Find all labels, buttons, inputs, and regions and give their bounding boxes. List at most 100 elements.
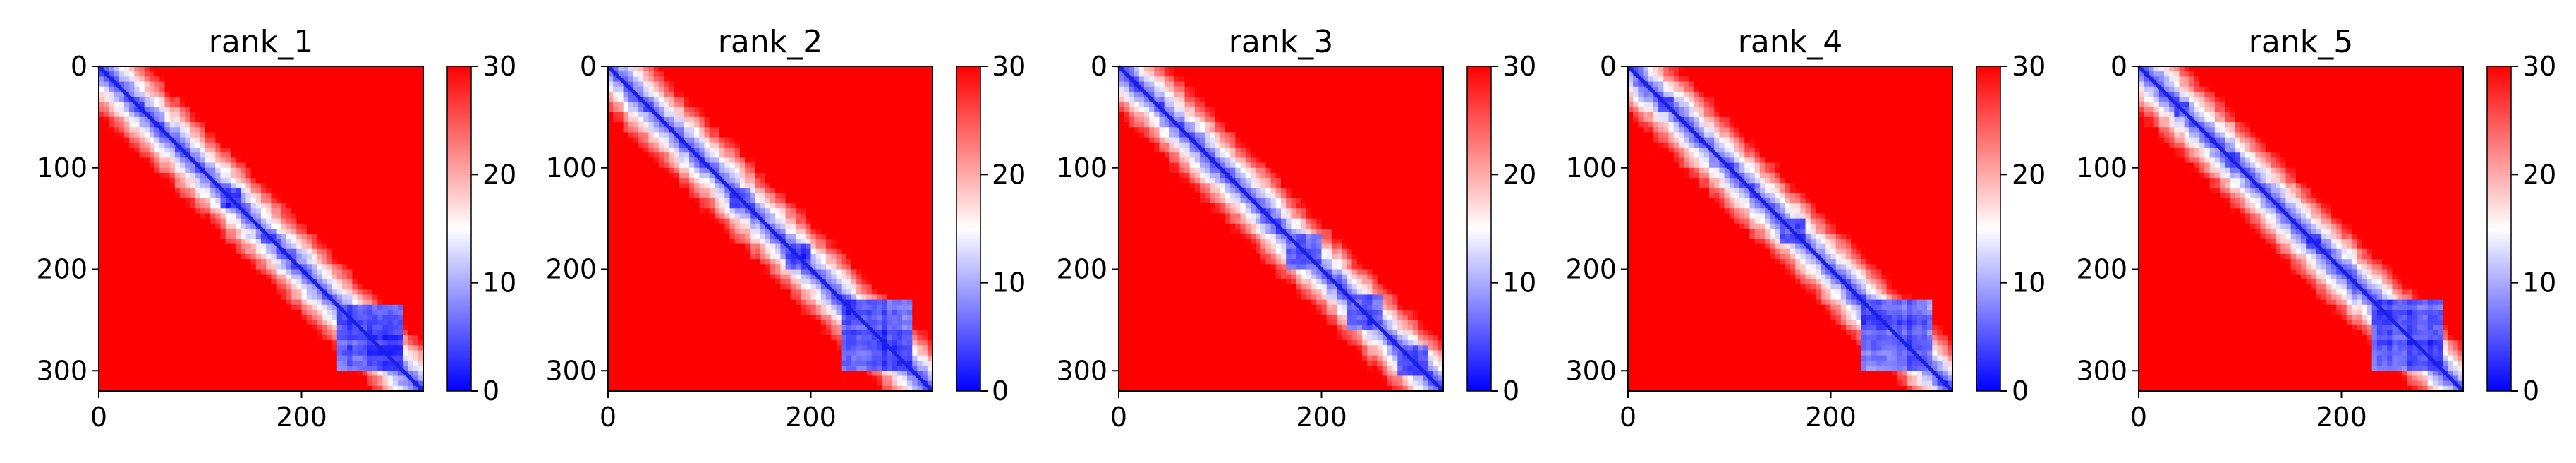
heatmap-cell [392,239,399,245]
heatmap-cell [377,167,384,174]
heatmap-cell [230,248,236,255]
heatmap-cell [322,183,328,189]
heatmap-cell [230,289,236,296]
heatmap-cell [327,380,333,387]
heatmap-cell [408,355,414,361]
heatmap-cell [225,320,231,326]
heatmap-cell [205,223,211,229]
heatmap-cell [261,315,267,320]
heatmap-cell [245,137,252,143]
heatmap-cell [291,340,297,346]
heatmap-cell [317,71,322,77]
heatmap-cell [669,66,675,72]
heatmap-cell [699,112,705,118]
heatmap-cell [311,91,317,97]
heatmap-cell [180,127,186,133]
heatmap-cell [200,127,206,133]
heatmap-cell [296,375,303,382]
heatmap-cell [296,162,303,169]
heatmap-cell [367,229,373,234]
heatmap-cell [271,229,277,234]
heatmap-cell [352,259,358,265]
heatmap-cell [653,86,660,92]
heatmap-cell [169,178,176,184]
heatmap-cell [276,375,282,382]
heatmap-cell [387,218,394,224]
heatmap-cell [311,289,317,296]
heatmap-cell [271,371,277,377]
heatmap-cell [245,340,252,346]
heatmap-cell [114,371,120,377]
heatmap-cell [382,152,389,158]
heatmap-cell [317,116,322,123]
heatmap-cell [276,310,282,315]
heatmap-cell [114,213,120,220]
heatmap-cell [387,167,394,174]
heatmap-cell [377,71,384,77]
heatmap-cell [332,375,338,382]
heatmap-cell [342,325,348,331]
heatmap-cell [144,102,150,108]
heatmap-cell [266,274,272,280]
heatmap-cell [225,142,231,148]
heatmap-cell [261,269,267,275]
heatmap-cell [332,234,338,239]
heatmap-cell [734,102,741,108]
heatmap-cell [123,380,130,387]
heatmap-cell [205,264,211,270]
heatmap-cell [149,284,155,290]
heatmap-cell [225,340,231,346]
heatmap-cell [195,148,201,153]
heatmap-cell [220,102,226,108]
heatmap-cell [109,360,115,366]
heatmap-cell [694,86,700,92]
heatmap-cell [185,162,190,169]
heatmap-cell [413,375,419,382]
heatmap-cell [291,157,297,164]
heatmap-cell [332,116,338,123]
heatmap-cell [144,198,150,204]
heatmap-cell [317,248,322,255]
heatmap-cell [200,264,206,270]
heatmap-cell [261,86,267,92]
heatmap-cell [831,102,837,108]
heatmap-cell [200,243,206,250]
heatmap-cell [119,162,125,169]
heatmap-cell [311,299,317,306]
heatmap-cell [750,107,756,113]
heatmap-cell [281,259,287,265]
heatmap-cell [347,97,353,102]
heatmap-cell [236,253,241,260]
heatmap-cell [745,71,751,77]
heatmap-cell [230,122,236,128]
heatmap-cell [261,167,267,174]
heatmap-cell [159,148,166,153]
heatmap-cell [144,157,150,164]
heatmap-cell [815,116,822,123]
heatmap-cell [392,264,399,270]
heatmap-cell [271,86,277,92]
heatmap-cell [806,122,812,128]
heatmap-cell [704,81,710,88]
heatmap-cell [164,380,171,387]
heatmap-cell [123,167,130,174]
heatmap-cell [190,102,196,108]
heatmap-cell [912,102,918,108]
heatmap-cell [281,218,287,224]
heatmap-cell [382,132,389,138]
heatmap-cell [684,132,690,138]
heatmap-cell [129,366,135,371]
heatmap-cell [387,193,394,199]
heatmap-cell [281,148,287,153]
heatmap-cell [134,218,140,224]
heatmap-cell [912,127,918,133]
heatmap-cell [897,122,903,128]
heatmap-cell [241,371,247,377]
heatmap-cell [418,162,424,169]
heatmap-cell [164,76,171,83]
heatmap-cell [362,239,368,245]
heatmap-cell [185,183,190,189]
heatmap-cell [689,102,695,108]
heatmap-cell [296,167,303,174]
heatmap-cell [332,97,338,102]
